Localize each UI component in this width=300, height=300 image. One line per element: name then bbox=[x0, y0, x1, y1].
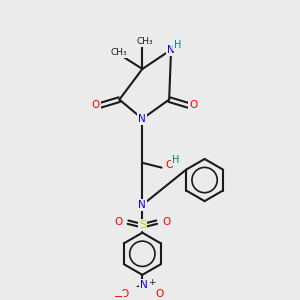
Text: CH₃: CH₃ bbox=[137, 37, 154, 46]
Text: O: O bbox=[189, 100, 197, 110]
Text: S: S bbox=[139, 220, 146, 230]
Text: N: N bbox=[140, 280, 148, 290]
Text: O: O bbox=[114, 217, 122, 227]
Text: N: N bbox=[167, 45, 175, 55]
Text: O: O bbox=[120, 289, 128, 299]
Text: O: O bbox=[91, 100, 100, 110]
Text: −: − bbox=[114, 292, 123, 300]
Text: O: O bbox=[155, 289, 164, 299]
Text: O: O bbox=[165, 160, 173, 170]
Text: +: + bbox=[148, 278, 156, 287]
Text: N: N bbox=[139, 200, 146, 210]
Text: H: H bbox=[174, 40, 182, 50]
Text: H: H bbox=[172, 155, 179, 165]
Text: CH₃: CH₃ bbox=[110, 48, 127, 57]
Text: N: N bbox=[139, 114, 146, 124]
Text: O: O bbox=[162, 217, 170, 227]
